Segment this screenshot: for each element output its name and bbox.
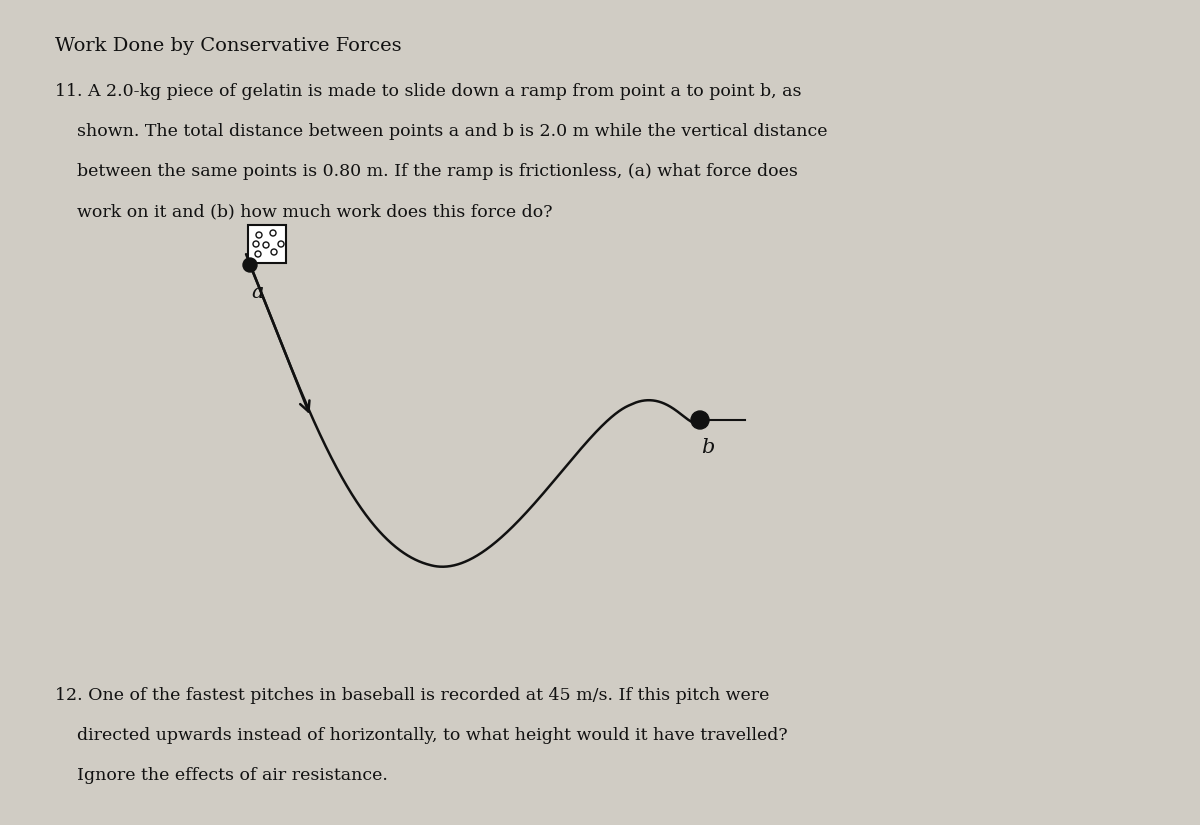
Text: 11. A 2.0-kg piece of gelatin is made to slide down a ramp from point a to point: 11. A 2.0-kg piece of gelatin is made to… — [55, 83, 802, 100]
Text: Ignore the effects of air resistance.: Ignore the effects of air resistance. — [55, 767, 388, 784]
Text: between the same points is 0.80 m. If the ramp is frictionless, (a) what force d: between the same points is 0.80 m. If th… — [55, 163, 798, 180]
Text: Work Done by Conservative Forces: Work Done by Conservative Forces — [55, 37, 402, 55]
Text: 12. One of the fastest pitches in baseball is recorded at 45 m/s. If this pitch : 12. One of the fastest pitches in baseba… — [55, 687, 769, 704]
Text: a: a — [252, 283, 264, 302]
Text: b: b — [701, 438, 715, 457]
Circle shape — [242, 258, 257, 272]
Bar — [248, 225, 286, 263]
Text: work on it and (b) how much work does this force do?: work on it and (b) how much work does th… — [55, 203, 552, 220]
Text: shown. The total distance between points a and b is 2.0 m while the vertical dis: shown. The total distance between points… — [55, 123, 828, 140]
Text: directed upwards instead of horizontally, to what height would it have travelled: directed upwards instead of horizontally… — [55, 727, 787, 744]
Circle shape — [691, 411, 709, 429]
